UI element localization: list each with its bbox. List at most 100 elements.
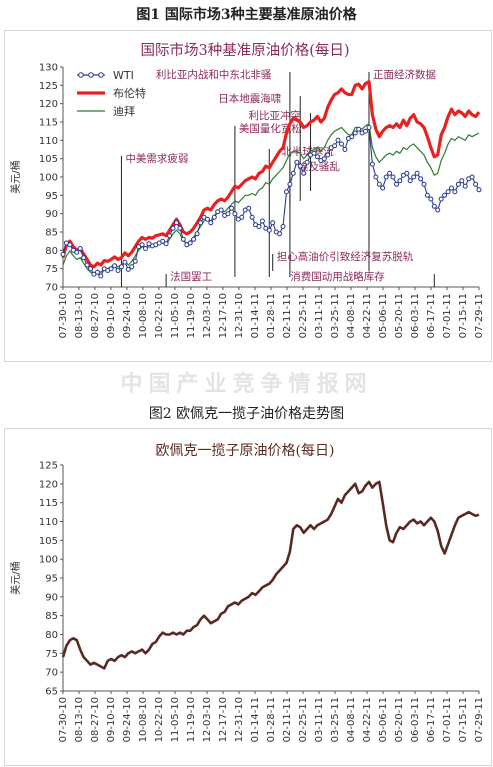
series-point-wti	[60, 251, 66, 257]
x-tick-label: 09-10-10	[106, 697, 117, 742]
figure1-heading: 图1 国际市场3种主要基准原油价格	[136, 7, 357, 23]
y-tick-label: 70	[45, 283, 58, 294]
legend-marker-wti	[88, 72, 94, 78]
legend-label-brent: 布伦特	[113, 86, 146, 100]
series-line-brent	[61, 80, 481, 269]
series-point-wti	[259, 218, 265, 224]
series-point-wti	[129, 264, 135, 270]
series-point-wti	[284, 189, 289, 195]
x-tick-label: 05-06-11	[378, 697, 389, 742]
legend-label-dubai: 迪拜	[113, 105, 135, 118]
x-tick-label: 05-06-11	[378, 293, 389, 338]
series-point-wti	[376, 181, 382, 187]
y-tick-label: 125	[39, 81, 58, 92]
y-tick-label: 105	[39, 154, 58, 165]
x-tick-label: 03-11-11	[314, 697, 325, 742]
series-point-wti	[194, 231, 200, 237]
y-tick-label: 115	[39, 118, 58, 129]
x-tick-label: 09-24-10	[122, 697, 133, 742]
y-tick-label: 130	[39, 63, 58, 74]
annotation-label: 北半球寒流	[281, 145, 334, 158]
series-point-wti	[246, 205, 252, 211]
chart1-svg: 国际市场3种基准原油价格(每日) 美元/桶 70 75 80 85 90 95 100 105 11…	[9, 42, 485, 338]
series-point-wti	[229, 205, 234, 211]
annotation-label: 美国量化宽松	[239, 122, 302, 135]
series-point-wti	[146, 241, 152, 247]
series-point-wti	[218, 207, 224, 213]
x-tick-label: 12-31-10	[234, 697, 245, 742]
series-point-wti	[438, 196, 444, 202]
series-point-wti	[452, 189, 458, 195]
y-axis-label: 美元/桶	[9, 160, 22, 193]
x-tick-label: 04-08-11	[346, 293, 357, 338]
x-tick-label: 10-08-10	[138, 697, 149, 742]
series-point-wti	[442, 192, 448, 198]
y-tick-label: 85	[45, 228, 58, 239]
series-point-wti	[98, 273, 104, 279]
series-point-wti	[290, 170, 296, 176]
series-point-wti	[380, 185, 386, 191]
x-tick-label: 09-24-10	[122, 293, 133, 338]
series-point-wti	[394, 181, 399, 187]
series-point-wti	[112, 263, 118, 269]
series-point-wti	[77, 246, 83, 251]
series-point-wti	[449, 185, 454, 191]
series-point-wti	[198, 220, 203, 226]
series-point-wti	[163, 241, 169, 247]
x-tick-label: 09-10-10	[106, 293, 117, 338]
series-point-wti	[191, 236, 197, 242]
series-point-wti	[321, 156, 327, 162]
series-point-wti	[325, 152, 331, 158]
y-tick-label: 70	[45, 668, 58, 679]
x-tick-label: 02-25-11	[298, 293, 309, 338]
series-point-wti	[208, 220, 214, 226]
chart1-panel: 国际市场3种基准原油价格(每日) 美元/桶 70 75 80 85 90 95 100 105 11…	[4, 30, 492, 362]
series-point-wti	[94, 269, 100, 275]
series-point-wti	[473, 181, 479, 187]
y-tick-label: 80	[45, 630, 58, 641]
x-tick-label: 01-28-11	[266, 697, 277, 742]
series-point-wti	[280, 224, 286, 229]
y-axis-label: 美元/桶	[9, 561, 22, 594]
y-tick-label: 120	[39, 479, 58, 490]
series-point-wti	[277, 231, 283, 237]
chart-title: 国际市场3种基准原油价格(每日)	[140, 42, 349, 59]
x-tick-label: 08-27-10	[90, 697, 101, 742]
y-tick-label: 75	[45, 649, 58, 660]
series-point-wti	[297, 163, 303, 169]
series-point-wti	[435, 207, 441, 213]
x-tick-label: 08-13-10	[74, 293, 85, 338]
annotation-label: 利比亚内战和中东北非骚	[156, 68, 272, 81]
x-tick-label: 07-15-11	[458, 293, 469, 338]
chart2-svg: 欧佩克一揽子原油价格(每日) 美元/桶 65 70 75 80 85 90 95 100 105 11…	[9, 442, 485, 742]
series-point-wti	[115, 268, 121, 273]
legend-label-wti: WTI	[113, 69, 134, 82]
x-tick-label: 11-05-10	[170, 697, 181, 742]
x-tick-label: 01-14-11	[250, 293, 261, 338]
y-tick-label: 120	[39, 99, 58, 110]
series-point-wti	[373, 174, 379, 180]
series-line-dubai	[62, 122, 480, 275]
series-point-wti	[387, 170, 393, 176]
x-tick-label: 01-14-11	[250, 697, 261, 742]
y-tick-label: 90	[45, 209, 58, 220]
series-point-wti	[311, 150, 317, 156]
series-point-wti	[174, 220, 179, 226]
series-point-wti	[428, 196, 434, 202]
x-tick-label: 10-22-10	[154, 293, 165, 338]
annotation-label: 日本地震海啸	[218, 92, 281, 105]
series-point-wti	[139, 242, 145, 248]
series-point-wti	[249, 214, 255, 220]
series-point-wti	[132, 258, 138, 264]
x-tick-label: 03-25-11	[330, 293, 341, 338]
y-tick-label: 110	[39, 136, 58, 147]
x-tick-label: 02-11-11	[282, 293, 293, 338]
series-point-wti	[342, 147, 348, 152]
series-point-wti	[335, 137, 341, 143]
series-point-wti	[349, 134, 355, 140]
x-tick-label: 04-22-11	[362, 697, 373, 742]
x-tick-label: 06-17-11	[426, 697, 437, 742]
series-point-wti	[211, 214, 217, 220]
series-point-wti	[352, 130, 358, 136]
annotation-label: 中美需求疲弱	[125, 152, 188, 165]
